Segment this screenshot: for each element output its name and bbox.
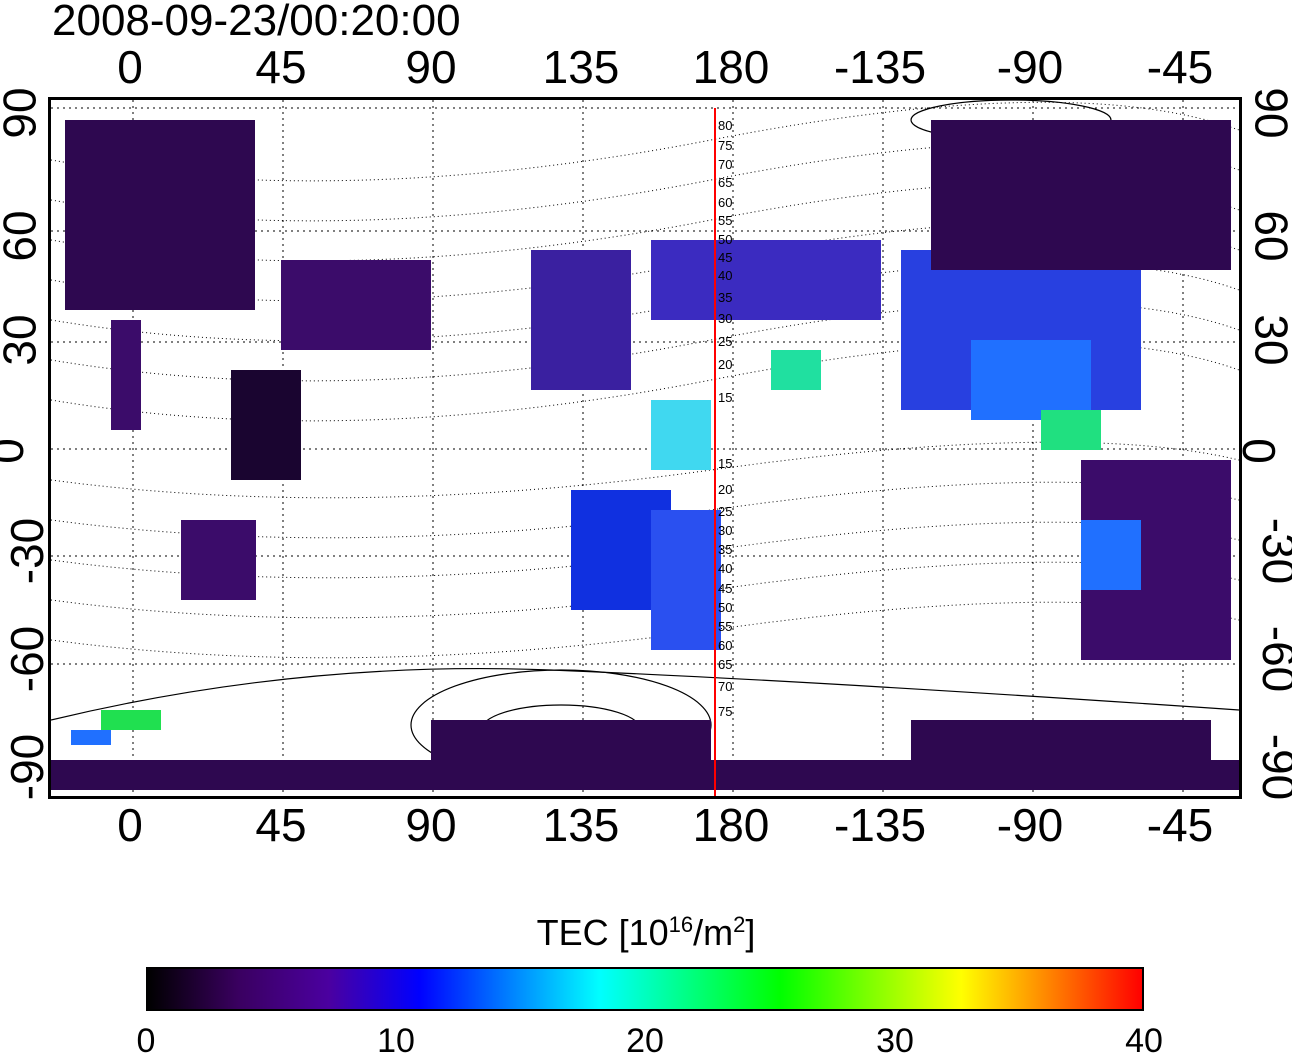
lon-tick-bottom: 0 — [117, 799, 143, 851]
lat-tick-right: -90 — [1253, 733, 1292, 801]
lon-tick-top: -90 — [996, 41, 1064, 93]
lon-tick-top: 135 — [542, 41, 620, 93]
lat-tick-right: 30 — [1245, 314, 1292, 366]
colorbar-title: TEC [1016/m2] — [0, 912, 1292, 954]
colorbar-tick: 10 — [377, 1022, 415, 1060]
mlat-label: 30 — [718, 311, 733, 326]
lat-tick-right: -60 — [1253, 625, 1292, 693]
lon-tick-top: 45 — [255, 41, 307, 93]
lon-tick-top: 0 — [117, 41, 143, 93]
mlat-label: 45 — [718, 250, 733, 265]
lon-tick-top: -45 — [1146, 41, 1214, 93]
mlat-label: 25 — [718, 504, 733, 519]
lon-tick-bottom: -135 — [833, 799, 927, 851]
mlat-label: 75 — [718, 138, 733, 153]
colorbar-tick: 30 — [876, 1022, 914, 1060]
lon-tick-top: 180 — [692, 41, 770, 93]
mlat-label: 25 — [718, 334, 733, 349]
map-panel — [48, 97, 1242, 799]
colorbar-tick: 20 — [626, 1022, 664, 1060]
colorbar-title-unit: /m — [693, 912, 734, 953]
lat-tick-right: -30 — [1253, 517, 1292, 585]
mlat-label: 20 — [718, 482, 733, 497]
mlat-label: 65 — [718, 175, 733, 190]
colorbar-tick: 40 — [1125, 1022, 1163, 1060]
lat-tick-right: 90 — [1245, 87, 1292, 139]
lat-tick-left: 90 — [0, 87, 46, 139]
lat-tick-left: -30 — [1, 517, 54, 585]
mlat-label: 40 — [718, 561, 733, 576]
colorbar-title-exp2: 2 — [733, 912, 746, 937]
mlat-label: 60 — [718, 638, 733, 653]
tec-data-patches — [51, 120, 1239, 790]
map-title: 2008-09-23/00:20:00 — [52, 0, 461, 45]
mlat-label: 55 — [718, 213, 733, 228]
mlat-label: 65 — [718, 657, 733, 672]
lat-tick-left: -90 — [1, 733, 54, 801]
lon-tick-top: 90 — [405, 41, 457, 93]
mlat-label: 15 — [718, 390, 733, 405]
lon-tick-bottom: 90 — [405, 799, 457, 851]
mlat-label: 35 — [718, 290, 733, 305]
mlat-label: 35 — [718, 542, 733, 557]
colorbar-title-exp: 16 — [668, 912, 694, 937]
mlat-label: 30 — [718, 523, 733, 538]
mlat-label: 20 — [718, 357, 733, 372]
lat-tick-right: 0 — [1232, 438, 1285, 464]
mlat-label: 15 — [718, 456, 733, 471]
mlat-label: 75 — [718, 704, 733, 719]
lon-tick-bottom: 45 — [255, 799, 307, 851]
mlat-label: 60 — [718, 195, 733, 210]
lon-tick-bottom: 135 — [542, 799, 620, 851]
colorbar-title-suffix: ] — [745, 912, 756, 953]
tec-map — [50, 99, 1240, 796]
colorbar-title-prefix: TEC [10 — [536, 912, 669, 953]
colorbar — [146, 967, 1144, 1011]
mlat-label: 40 — [718, 268, 733, 283]
lat-tick-left: 0 — [0, 438, 33, 464]
mlat-label: 55 — [718, 619, 733, 634]
mlat-label: 45 — [718, 581, 733, 596]
lon-tick-bottom: -90 — [996, 799, 1064, 851]
lat-tick-left: 30 — [0, 314, 46, 366]
mlat-label: 70 — [718, 157, 733, 172]
lat-tick-right: 60 — [1245, 210, 1292, 262]
lon-tick-bottom: -45 — [1146, 799, 1214, 851]
lon-tick-bottom: 180 — [692, 799, 770, 851]
lon-tick-top: -135 — [833, 41, 927, 93]
mlat-label: 70 — [718, 679, 733, 694]
lat-tick-left: 60 — [0, 210, 46, 262]
lat-tick-left: -60 — [1, 625, 54, 693]
mlat-label: 80 — [718, 118, 733, 133]
mlat-label: 50 — [718, 600, 733, 615]
colorbar-tick: 0 — [136, 1022, 156, 1060]
mlat-label: 50 — [718, 232, 733, 247]
